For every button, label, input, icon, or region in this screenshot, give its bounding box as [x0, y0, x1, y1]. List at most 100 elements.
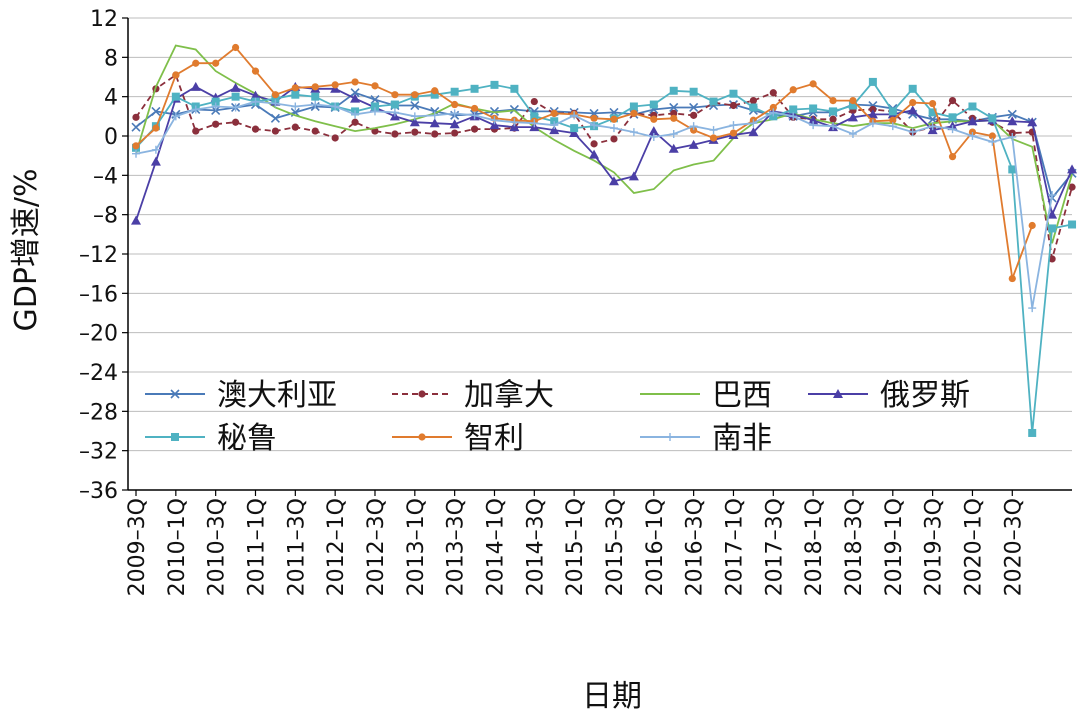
x-tick-label: 2010–1Q — [165, 498, 190, 596]
x-tick-label: 2016–1Q — [643, 498, 668, 596]
data-point-plus — [1048, 191, 1057, 199]
data-point-plus — [251, 97, 260, 106]
data-point-circle — [610, 115, 618, 123]
data-point-circle — [709, 134, 718, 142]
data-point-triangle — [648, 126, 659, 136]
data-point-triangle — [628, 171, 639, 181]
data-point-plus — [609, 124, 618, 133]
data-point-circle — [391, 91, 399, 99]
data-point-circle — [948, 153, 957, 161]
legend-label: 俄罗斯 — [880, 378, 970, 413]
data-point-square — [530, 112, 539, 121]
data-point-circle — [291, 84, 299, 92]
data-point-circle — [470, 125, 479, 133]
data-point-plus — [689, 122, 698, 131]
data-point-plus — [211, 102, 220, 111]
data-point-triangle — [847, 112, 858, 122]
data-point-plus — [231, 103, 240, 112]
data-point-circle — [1028, 221, 1036, 230]
data-point-triangle — [449, 119, 460, 129]
legend-label: 巴西 — [712, 378, 772, 413]
x-tick-label: 2015–1Q — [563, 498, 588, 596]
data-point-triangle — [608, 176, 619, 186]
x-axis-title: 日期 — [582, 679, 642, 714]
data-point-square — [171, 433, 179, 441]
data-point-plus — [829, 122, 838, 131]
y-tick-label: –16 — [79, 282, 118, 307]
data-point-square — [669, 86, 678, 95]
y-tick-label: 8 — [104, 46, 118, 71]
data-point-circle — [670, 114, 678, 122]
data-point-triangle — [833, 389, 843, 398]
data-point-square — [1048, 224, 1057, 233]
data-point-circle — [351, 118, 359, 126]
x-tick-label: 2011–1Q — [244, 498, 269, 596]
x-tick-label: 2013–3Q — [444, 498, 469, 596]
data-point-circle — [630, 109, 638, 117]
data-point-square — [1068, 220, 1077, 229]
x-tick-label: 2009–3Q — [125, 498, 150, 596]
data-point-triangle — [489, 120, 500, 130]
data-point-triangle — [808, 115, 819, 125]
data-point-square — [709, 97, 718, 106]
data-point-circle — [470, 104, 479, 113]
data-point-circle — [132, 142, 140, 150]
data-point-plus — [510, 118, 519, 127]
y-tick-label: –36 — [79, 479, 118, 504]
data-point-plus — [151, 145, 160, 154]
x-tick-label: 2011–3Q — [284, 498, 309, 596]
data-point-x — [170, 389, 180, 399]
data-point-triangle — [250, 90, 261, 100]
data-point-circle — [1048, 255, 1056, 263]
data-point-plus — [171, 112, 180, 121]
data-point-x — [270, 113, 280, 123]
data-point-plus — [390, 108, 399, 117]
x-tick-label: 2014–3Q — [523, 498, 548, 596]
data-point-triangle — [1047, 209, 1058, 219]
data-point-square — [729, 89, 738, 98]
data-point-circle — [909, 98, 917, 107]
series-line — [135, 44, 1073, 244]
y-tick-label: 12 — [90, 7, 118, 32]
data-point-circle — [749, 97, 757, 105]
data-point-plus — [769, 108, 778, 117]
data-point-circle — [311, 127, 319, 135]
legend-label: 南非 — [712, 421, 772, 456]
data-point-circle — [929, 99, 937, 108]
data-point-circle — [590, 140, 598, 148]
data-point-plus — [749, 119, 758, 128]
data-point-x — [928, 114, 938, 124]
series-6 — [132, 97, 1057, 313]
data-point-triangle — [1007, 116, 1018, 126]
data-point-square — [271, 94, 280, 103]
series-5 — [132, 43, 1036, 283]
data-point-plus — [1008, 132, 1017, 141]
data-point-triangle — [409, 117, 420, 127]
data-point-plus — [570, 111, 579, 120]
data-point-plus — [928, 122, 937, 131]
data-point-square — [490, 80, 499, 89]
data-point-plus — [908, 128, 917, 137]
data-point-x — [1007, 109, 1017, 119]
legend-label: 澳大利亚 — [217, 378, 337, 413]
data-point-plus — [490, 116, 499, 125]
y-tick-label: –4 — [93, 164, 118, 189]
data-point-circle — [331, 81, 339, 89]
legend-label: 秘鲁 — [217, 421, 277, 456]
data-point-circle — [212, 59, 220, 67]
data-point-plus — [271, 99, 280, 108]
data-point-circle — [251, 67, 260, 75]
data-point-plus — [709, 126, 718, 135]
data-point-plus — [988, 137, 997, 146]
legend-item: 智利 — [392, 421, 524, 456]
data-point-triangle — [907, 105, 918, 115]
y-tick-label: –12 — [79, 243, 118, 268]
data-point-square — [749, 103, 758, 112]
data-point-circle — [132, 113, 140, 121]
data-point-plus — [729, 121, 738, 130]
x-tick-labels: 2009–3Q 2010–1Q 2010–3Q 2011–1Q 2011–3Q 2012–… — [125, 490, 1026, 596]
data-point-square — [888, 107, 897, 116]
data-point-triangle — [350, 93, 361, 103]
y-tick-label: 0 — [104, 125, 118, 150]
x-tick-label: 2016–3Q — [683, 498, 708, 596]
